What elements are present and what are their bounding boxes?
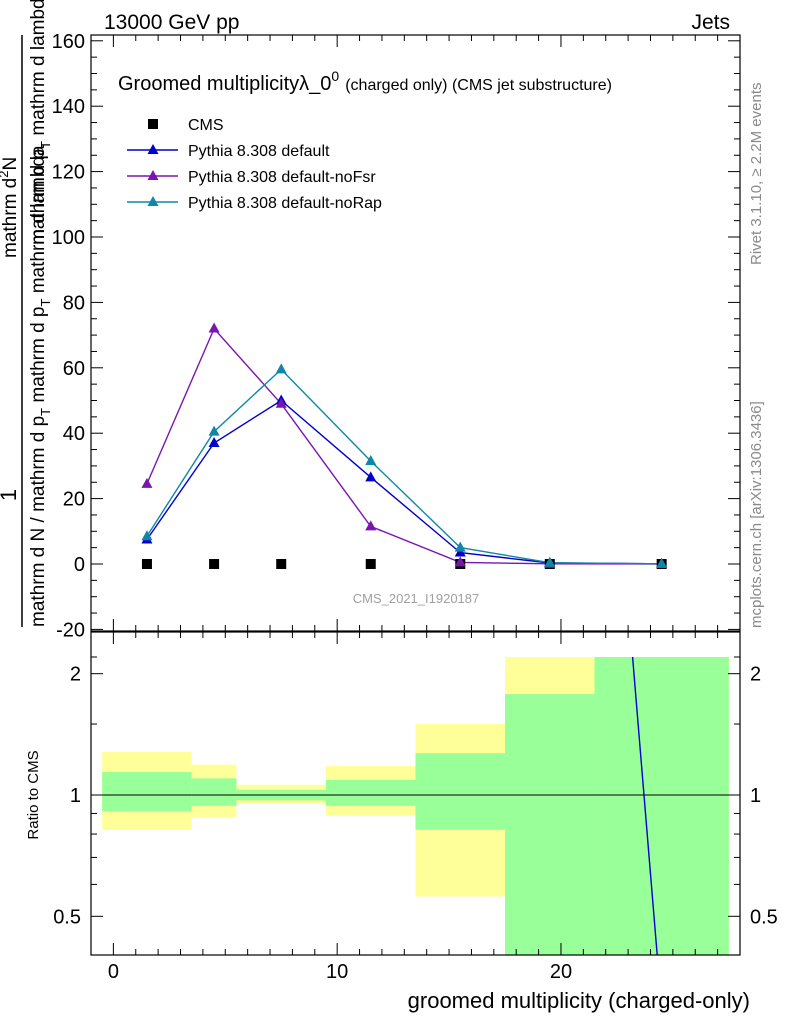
cms-data-point <box>141 559 152 569</box>
legend-label-3: Pythia 8.308 default-noRap <box>188 195 382 212</box>
series-marker-1 <box>365 471 377 482</box>
rivet-label: Rivet 3.1.10, ≥ 2.2M events <box>748 83 765 266</box>
main-y-tick-label: 100 <box>52 227 85 249</box>
ratio-y-axis-label: Ratio to CMS <box>25 750 42 839</box>
plot-title-sup: 0 <box>331 68 339 84</box>
ratio-series-line <box>631 656 658 956</box>
series-marker-3 <box>275 363 287 374</box>
series-marker-2 <box>365 520 377 531</box>
legend-marker-1 <box>147 144 159 154</box>
ratio-x-tick-label: 0 <box>108 961 119 983</box>
series-marker-3 <box>365 454 377 465</box>
plot-title: Groomed multiplicityλ_00 (charged only) (… <box>118 68 612 95</box>
ratio-x-tick-label: 10 <box>326 961 348 983</box>
series-line-3 <box>146 368 662 565</box>
main-y-tick-label: 120 <box>52 162 85 184</box>
ratio-y-tick-label-right: 0.5 <box>750 906 778 928</box>
main-y-tick-label: -20 <box>56 619 85 641</box>
ratio-stat-band <box>594 657 729 955</box>
ratio-stat-band <box>191 778 237 806</box>
series-line-2 <box>146 327 662 565</box>
legend-label-1: Pythia 8.308 default <box>188 143 330 160</box>
ratio-y-tick-label-right: 1 <box>750 785 761 807</box>
ratio-stat-band <box>505 694 595 955</box>
series-marker-2 <box>208 322 220 333</box>
legend-label-0: CMS <box>188 117 224 134</box>
ratio-stat-band <box>102 772 192 812</box>
ratio-y-ticks: 0.5 0.5 1 1 2 2 <box>53 656 778 928</box>
main-series-lines <box>146 327 662 565</box>
series-marker-2 <box>141 477 153 488</box>
main-panel: -20 0 20 40 60 80 100 120 140 160 Groomed multipl… <box>0 0 741 641</box>
ratio-x-ticks: 0 10 20 <box>90 632 741 983</box>
series-marker-2 <box>275 397 287 408</box>
mcplots-label: mcplots.cern.ch [arXiv:1306.3436] <box>748 401 765 628</box>
ratio-lines <box>91 656 740 956</box>
main-y-tick-label: 60 <box>63 358 85 380</box>
category-label: Jets <box>691 11 730 34</box>
ratio-stat-band <box>415 753 506 830</box>
main-x-ticks <box>90 35 741 631</box>
main-y-tick-label: 0 <box>74 554 85 576</box>
cms-data-point <box>209 559 220 569</box>
series-marker-3 <box>656 557 668 568</box>
series-marker-3 <box>544 556 556 567</box>
ratio-y-tick-label: 2 <box>70 664 81 686</box>
legend-marker-3 <box>147 196 159 206</box>
series-marker-3 <box>208 425 220 436</box>
main-series-markers <box>141 322 668 569</box>
main-y-ticks: -20 0 20 40 60 80 100 120 140 160 <box>52 31 740 641</box>
cms-data-point <box>365 559 376 569</box>
ratio-panel: 0.5 0.5 1 1 2 2 0 10 20 Ratio to CMS groomed mu… <box>25 631 778 1013</box>
ratio-y-tick-label: 1 <box>70 785 81 807</box>
series-marker-3 <box>141 530 153 541</box>
y-label-denominator-bottom: mathrm d N / mathrm d pT mathrm d pT mat… <box>28 145 53 627</box>
main-plot-frame <box>90 34 741 632</box>
main-y-tick-label: 160 <box>52 31 85 53</box>
legend: CMS Pythia 8.308 default Pythia 8.308 defa… <box>127 117 382 212</box>
series-marker-1 <box>208 437 220 448</box>
series-marker-2 <box>454 556 466 567</box>
cms-data-point <box>276 559 287 569</box>
legend-marker-2 <box>147 170 159 180</box>
main-y-axis-label: 1 mathrm d2N mathrm d pT mathrm d lambda… <box>0 0 53 627</box>
plot-title-suffix: (charged only) (CMS jet substructure) <box>345 77 612 94</box>
series-marker-3 <box>454 541 466 552</box>
ratio-x-tick-label: 20 <box>550 961 572 983</box>
main-y-tick-label: 20 <box>63 489 85 511</box>
legend-label-2: Pythia 8.308 default-noFsr <box>188 169 376 186</box>
ratio-uncertainty-bands <box>102 657 729 955</box>
ratio-y-tick-label-right: 2 <box>750 664 761 686</box>
y-label-one: 1 <box>0 489 21 501</box>
legend-marker-cms <box>148 119 158 129</box>
y-label-denominator-top: mathrm d pT mathrm d lambda <box>28 0 53 245</box>
plot-title-main: Groomed multiplicityλ_0 <box>118 73 331 95</box>
ratio-stat-band <box>325 779 416 806</box>
y-label-numerator: mathrm d2N <box>0 157 21 258</box>
main-y-tick-label: 40 <box>63 423 85 445</box>
analysis-watermark: CMS_2021_I1920187 <box>353 591 480 606</box>
energy-label: 13000 GeV pp <box>104 11 239 34</box>
x-axis-label: groomed multiplicity (charged-only) <box>408 988 750 1013</box>
main-y-tick-label: 140 <box>52 96 85 118</box>
ratio-y-tick-label: 0.5 <box>53 906 81 928</box>
ratio-plot-frame <box>90 631 741 956</box>
main-y-tick-label: 80 <box>63 292 85 314</box>
